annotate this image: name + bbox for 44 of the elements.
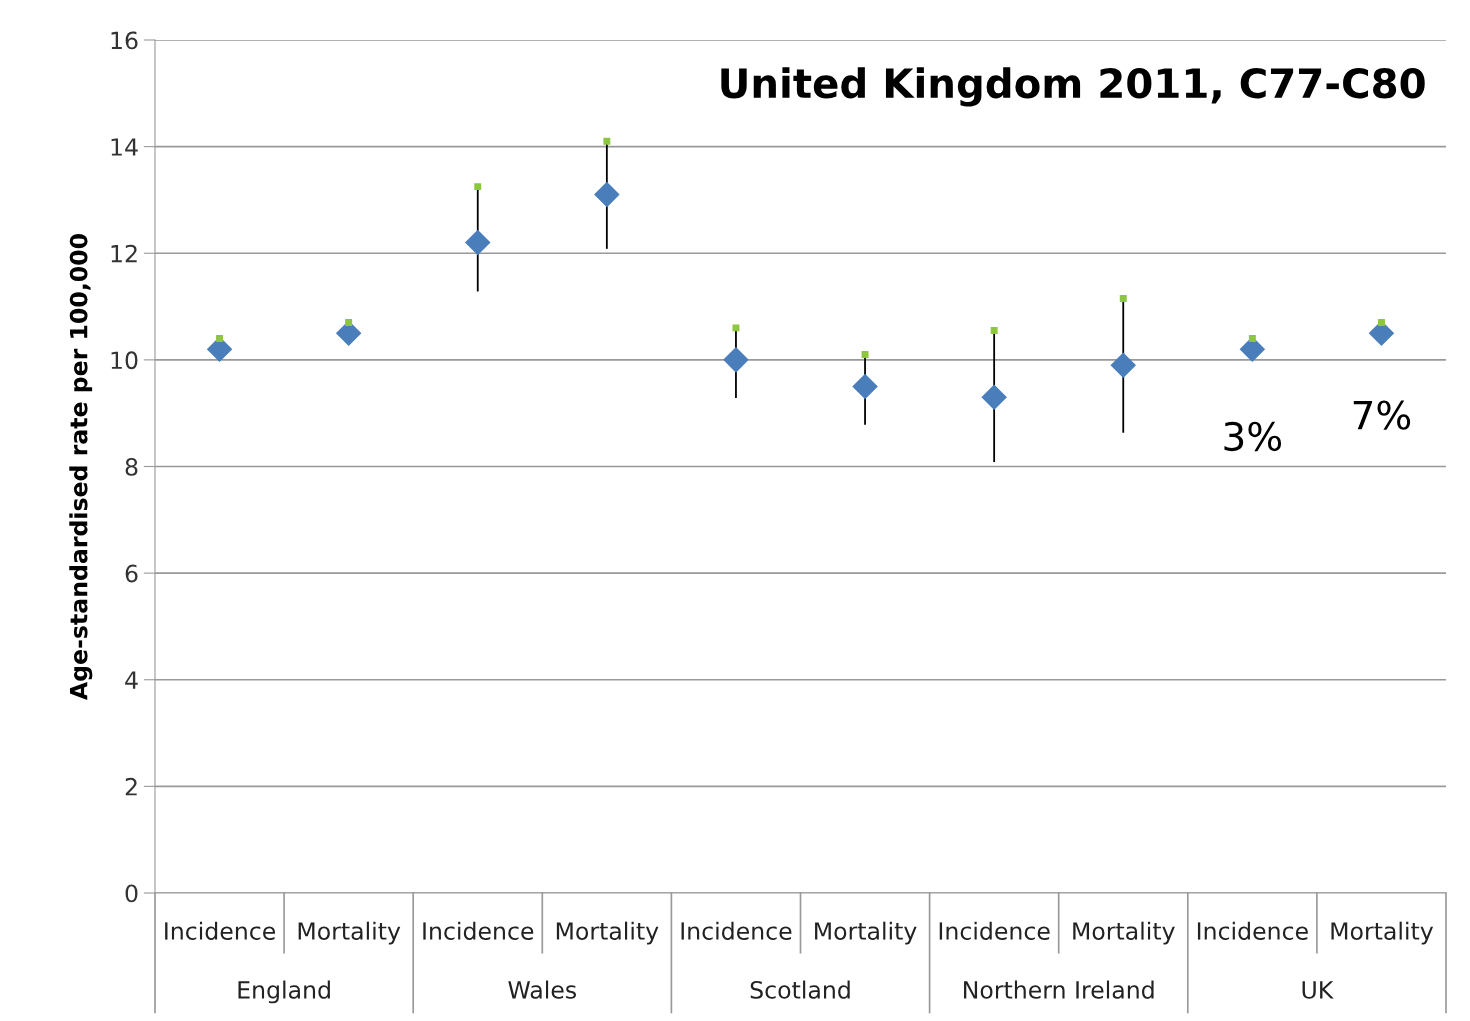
x-tick-label: Incidence [165, 921, 276, 940]
x-tick-label: Incidence [1197, 921, 1308, 940]
y-tick-label: 16 [111, 31, 138, 50]
point [732, 324, 740, 332]
text: England [238, 980, 330, 1004]
annotation: 7% [1353, 400, 1411, 430]
point [852, 374, 878, 400]
text: Wales [508, 980, 576, 999]
point [1377, 319, 1385, 327]
point [723, 347, 749, 373]
point [861, 351, 869, 359]
y-tick-label: 14 [111, 138, 138, 156]
point [981, 384, 1007, 410]
point [465, 230, 491, 256]
point [1248, 335, 1256, 343]
y-tick-label: 8 [125, 457, 138, 476]
point [474, 183, 482, 191]
text: Northern Ireland [964, 980, 1154, 999]
x-tick-label: Mortality [298, 921, 401, 945]
y-axis-title: Age-standardised rate per 100,000 [69, 234, 93, 700]
y-tick-label: 4 [125, 671, 138, 689]
x-tick-label: Mortality [815, 921, 917, 945]
text: UK [1302, 981, 1334, 999]
y-tick-label: 12 [111, 244, 137, 263]
point [990, 327, 998, 335]
y-tick-label: 6 [125, 564, 138, 583]
point [345, 319, 353, 327]
x-tick-label: Mortality [1073, 921, 1175, 945]
y-tick-label: 2 [125, 777, 137, 796]
text: United Kingdom 2011, C77-C80 [721, 67, 1425, 107]
point [603, 137, 611, 145]
point [594, 182, 620, 208]
annotation: 3% [1224, 421, 1282, 452]
x-tick-label: Incidence [681, 921, 792, 940]
y-tick-label: 0 [125, 884, 138, 903]
text: Scotland [750, 980, 850, 999]
x-tick-label: Incidence [939, 921, 1050, 940]
point [1110, 352, 1136, 378]
point [216, 335, 224, 343]
point [1119, 295, 1127, 303]
x-tick-label: Incidence [423, 921, 534, 940]
x-tick-label: Mortality [1331, 921, 1434, 945]
x-tick-label: Mortality [556, 921, 659, 945]
y-tick-label: 10 [111, 351, 138, 370]
